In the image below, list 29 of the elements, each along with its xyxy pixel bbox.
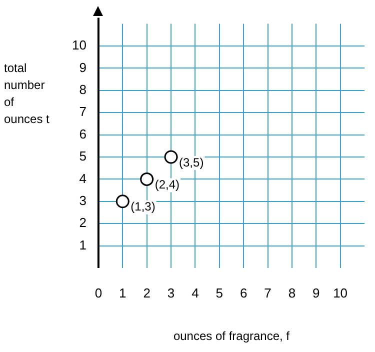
x-axis-title: ounces of fragrance, f	[173, 329, 290, 344]
x-tick-label: 4	[192, 285, 199, 300]
y-tick-label: 5	[79, 148, 86, 164]
point	[116, 194, 130, 208]
y-tick-label: 10	[72, 38, 86, 53]
y-tick-label: 8	[79, 82, 86, 97]
annotation: (3,5)	[179, 155, 204, 170]
y-tick-label: 4	[79, 170, 86, 186]
y-tick-label: 1	[79, 237, 86, 252]
x-tick-label: 10	[333, 285, 348, 300]
x-tick-label: 1	[119, 285, 126, 300]
x-tick-label: 2	[143, 285, 150, 300]
y-axis-title: total number of ounces t	[4, 61, 50, 126]
annotation: (1,3)	[130, 200, 156, 214]
x-tick-label: 7	[264, 285, 272, 300]
x-tick-label: 6	[240, 285, 248, 300]
y-tick-label: 7	[79, 104, 86, 120]
x-tick-label: 5	[216, 285, 224, 300]
point	[164, 150, 178, 164]
x-tick-label: 8	[288, 285, 296, 300]
point	[140, 172, 154, 186]
annotation: (2,4)	[154, 178, 180, 192]
y-tick-label: 9	[79, 60, 86, 75]
y-tick-label: 3	[79, 192, 86, 208]
y-tick-label: 2	[79, 215, 86, 230]
x-tick-label: 9	[312, 285, 320, 300]
y-tick-label: 6	[79, 126, 86, 142]
x-tick-label: 0	[94, 285, 102, 300]
x-tick-label: 3	[167, 285, 175, 300]
